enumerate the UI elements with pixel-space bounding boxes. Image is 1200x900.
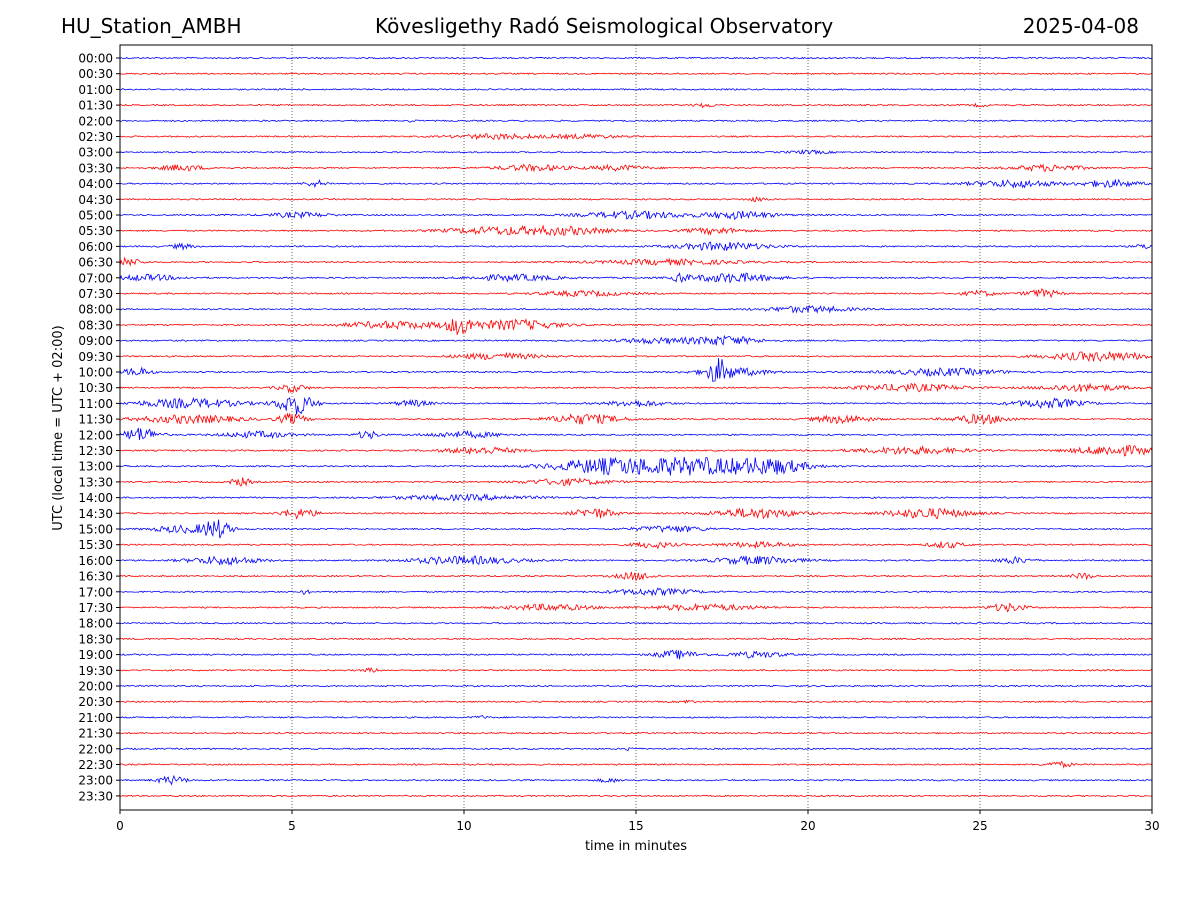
y-tick-label: 12:30 [78, 444, 113, 458]
x-tick-label: 10 [456, 819, 471, 833]
x-tick-label: 25 [972, 819, 987, 833]
y-tick-label: 15:30 [78, 538, 113, 552]
trace-line [119, 88, 1153, 91]
y-tick-label: 04:00 [78, 177, 113, 191]
trace-line [119, 72, 1153, 75]
y-tick-label: 10:30 [78, 381, 113, 395]
trace-line [119, 148, 1153, 156]
y-tick-label: 06:30 [78, 256, 113, 270]
y-tick-label: 18:30 [78, 632, 113, 646]
y-tick-label: 07:30 [78, 287, 113, 301]
y-tick-label: 01:00 [78, 83, 113, 97]
trace-line [119, 555, 1153, 566]
trace-line [119, 210, 1153, 221]
trace-line [119, 412, 1153, 425]
y-tick-label: 17:00 [78, 585, 113, 599]
trace-line [119, 288, 1153, 299]
trace-line [119, 621, 1153, 625]
y-tick-label: 00:00 [78, 52, 113, 66]
y-tick-label: 20:00 [78, 680, 113, 694]
y-tick-label: 22:00 [78, 742, 113, 756]
y-tick-label: 19:30 [78, 664, 113, 678]
trace-line [119, 507, 1153, 520]
y-tick-label: 08:00 [78, 303, 113, 317]
y-tick-label: 12:00 [78, 428, 113, 442]
x-tick-label: 5 [288, 819, 296, 833]
grid-layer [291, 45, 981, 810]
x-axis-label: time in minutes [585, 839, 687, 854]
y-tick-label: 04:30 [78, 193, 113, 207]
x-tick-label: 0 [116, 819, 124, 833]
y-tick-label: 13:30 [78, 475, 113, 489]
chart-title: Kövesligethy Radó Seismological Observat… [375, 14, 834, 38]
y-tick-label: 09:30 [78, 350, 113, 364]
y-tick-label: 10:00 [78, 366, 113, 380]
x-tick-layer: 0 5 10 15 20 25 30 [116, 810, 1160, 833]
y-tick-label: 01:30 [78, 99, 113, 113]
y-tick-label: 03:30 [78, 161, 113, 175]
trace-line [119, 666, 1153, 673]
station-name: HU_Station_AMBH [61, 14, 242, 38]
y-tick-label: 19:00 [78, 648, 113, 662]
y-tick-label: 00:30 [78, 67, 113, 81]
y-tick-label: 23:00 [78, 774, 113, 788]
y-tick-label: 05:30 [78, 224, 113, 238]
x-tick-label: 30 [1144, 819, 1159, 833]
trace-line [119, 351, 1153, 363]
y-tick-label: 14:30 [78, 507, 113, 521]
y-tick-label: 03:00 [78, 146, 113, 160]
y-tick-label: 21:30 [78, 727, 113, 741]
y-tick-label: 02:00 [78, 114, 113, 128]
trace-line [119, 456, 1153, 476]
y-tick-label: 09:00 [78, 334, 113, 348]
y-tick-label: 17:30 [78, 601, 113, 615]
trace-line [119, 396, 1153, 415]
trace-line [119, 334, 1153, 346]
trace-line [119, 747, 1153, 752]
y-tick-label: 11:00 [78, 397, 113, 411]
y-tick-label: 13:00 [78, 460, 113, 474]
x-tick-label: 15 [628, 819, 643, 833]
trace-line [119, 684, 1153, 688]
trace-line [119, 602, 1153, 613]
y-tick-label: 16:30 [78, 570, 113, 584]
y-tick-label: 18:00 [78, 617, 113, 631]
y-tick-label: 11:30 [78, 413, 113, 427]
trace-line [119, 477, 1153, 487]
y-tick-label: 07:00 [78, 271, 113, 285]
y-tick-label: 15:00 [78, 523, 113, 537]
y-tick-label: 21:00 [78, 711, 113, 725]
y-tick-label: 08:30 [78, 318, 113, 332]
y-tick-label: 20:30 [78, 695, 113, 709]
x-tick-label: 20 [800, 819, 815, 833]
y-axis-label: UTC (local time = UTC + 02:00) [51, 325, 66, 530]
y-tick-label: 16:00 [78, 554, 113, 568]
y-tick-label: 02:30 [78, 130, 113, 144]
y-tick-label: 05:00 [78, 209, 113, 223]
chart-date: 2025-04-08 [1022, 14, 1139, 38]
trace-line [119, 224, 1153, 237]
y-tick-label: 14:00 [78, 491, 113, 505]
y-tick-label: 06:00 [78, 240, 113, 254]
y-tick-label: 22:30 [78, 758, 113, 772]
trace-line [119, 272, 1153, 284]
trace-line [119, 132, 1153, 141]
y-tick-label: 23:30 [78, 789, 113, 803]
trace-line [119, 540, 1153, 550]
